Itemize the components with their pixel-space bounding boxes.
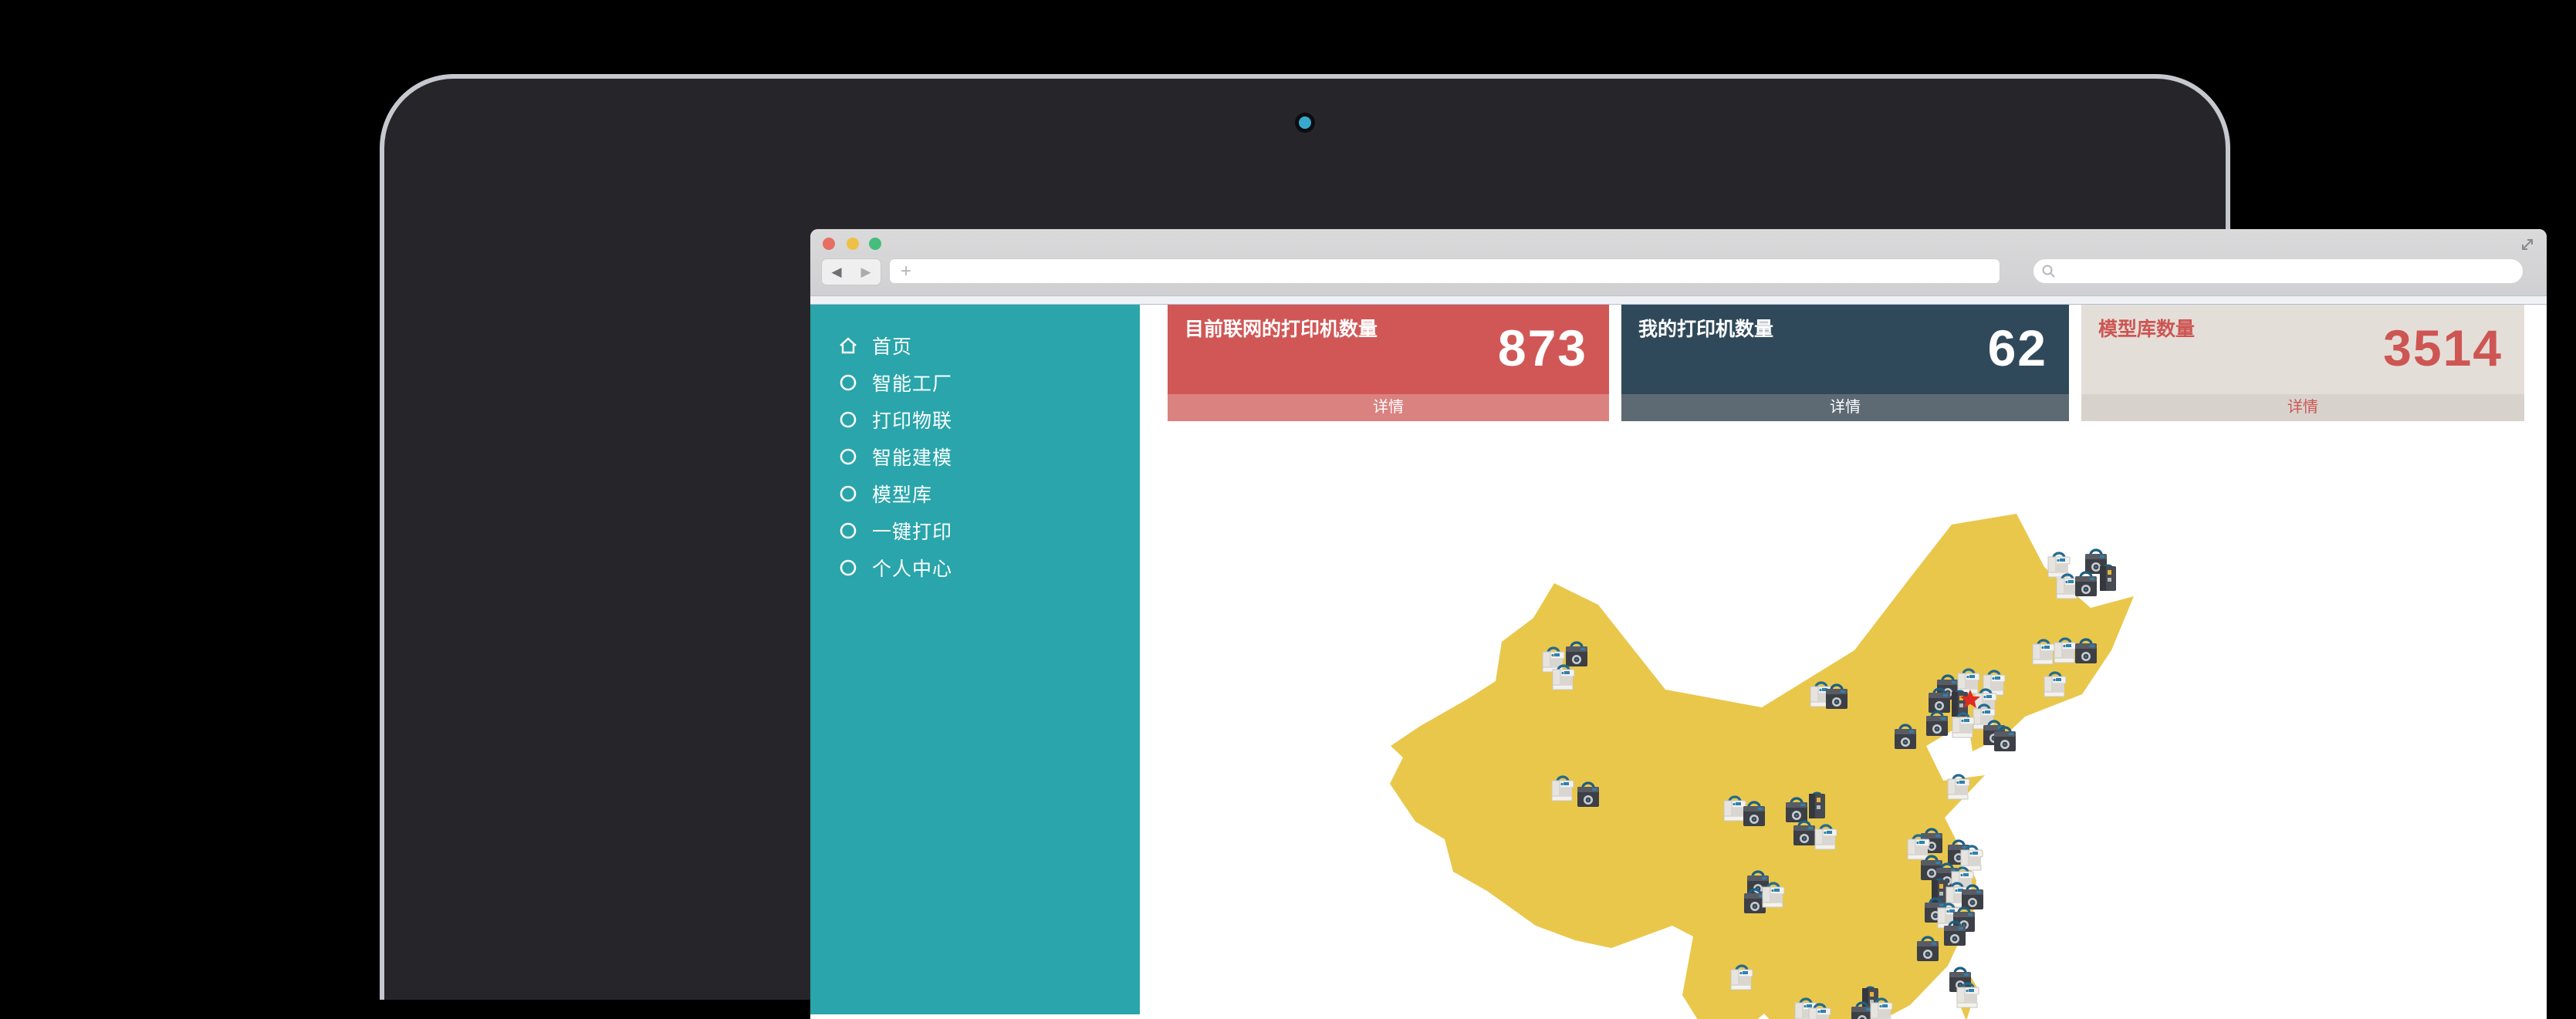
sidebar-item-label: 模型库 xyxy=(872,484,933,506)
address-bar[interactable]: + xyxy=(889,258,2000,284)
printer-marker-icon[interactable] xyxy=(1951,712,1976,739)
minimize-window-button[interactable] xyxy=(847,238,859,250)
stat-card-details-link[interactable]: 详情 xyxy=(1168,394,1609,421)
sidebar-item-modeling[interactable]: 智能建模 xyxy=(838,441,952,472)
printer-marker-icon[interactable] xyxy=(2098,564,2118,592)
printer-marker-icon[interactable] xyxy=(1550,775,1575,802)
stat-card-value: 62 xyxy=(1987,319,2047,376)
nav-buttons: ◀ ▶ xyxy=(821,258,881,285)
printer-marker-icon[interactable] xyxy=(1959,845,1984,872)
stat-card-title: 模型库数量 xyxy=(2098,319,2196,340)
sidebar-item-label: 智能建模 xyxy=(872,447,953,469)
stat-card-model-library: 模型库数量 3514 详情 xyxy=(2081,305,2524,421)
printer-marker-icon[interactable] xyxy=(1956,668,1981,695)
stat-card-details-link[interactable]: 详情 xyxy=(2081,394,2524,421)
printer-marker-icon[interactable] xyxy=(2047,552,2071,579)
printer-marker-icon[interactable] xyxy=(1722,795,1747,822)
stat-card-title: 我的打印机数量 xyxy=(1638,319,1774,340)
close-window-button[interactable] xyxy=(823,238,835,250)
stat-card-title: 目前联网的打印机数量 xyxy=(1185,319,1378,340)
laptop-frame: ◀ ▶ + xyxy=(380,74,2547,1019)
sidebar-item-label: 首页 xyxy=(872,336,913,358)
browser-window: ◀ ▶ + xyxy=(810,229,2547,1019)
printer-marker-icon[interactable] xyxy=(1761,882,1786,909)
stat-card-value: 873 xyxy=(1497,319,1587,376)
sidebar-item-oneclick[interactable]: 一键打印 xyxy=(838,515,952,546)
stat-card-my-printers: 我的打印机数量 62 详情 xyxy=(1621,305,2069,421)
printer-marker-icon[interactable] xyxy=(1906,834,1931,861)
circle-icon xyxy=(838,447,858,467)
printer-marker-icon[interactable] xyxy=(1956,982,1980,1009)
laptop-bezel: ◀ ▶ + xyxy=(384,79,2547,1019)
sidebar-item-home[interactable]: 首页 xyxy=(838,330,912,361)
stat-card-value: 3514 xyxy=(2383,319,2503,376)
sidebar-item-factory[interactable]: 智能工厂 xyxy=(838,367,952,398)
circle-icon xyxy=(838,373,858,393)
sidebar-item-label: 打印物联 xyxy=(872,410,953,432)
printer-marker-icon[interactable] xyxy=(1946,774,1971,801)
circle-icon xyxy=(838,410,858,430)
circle-icon xyxy=(838,558,858,578)
fullscreen-icon[interactable] xyxy=(2519,236,2536,253)
china-map xyxy=(1390,514,2134,1019)
printer-marker-icon[interactable] xyxy=(2043,671,2067,698)
search-input[interactable] xyxy=(2033,258,2524,284)
dashboard-page: 首页智能工厂打印物联智能建模模型库一键打印个人中心 目前联网的打印机数量 873 详… xyxy=(810,305,2547,1019)
browser-toolbar: ◀ ▶ + xyxy=(810,229,2547,296)
webcam xyxy=(1295,113,1315,133)
printer-marker-icon[interactable] xyxy=(1807,791,1827,820)
sidebar-item-profile[interactable]: 个人中心 xyxy=(838,552,952,583)
printer-marker-icon[interactable] xyxy=(2031,639,2056,666)
printer-marker-icon[interactable] xyxy=(2053,637,2077,664)
sidebar-item-iot[interactable]: 打印物联 xyxy=(838,404,952,435)
sidebar-item-label: 智能工厂 xyxy=(872,373,953,395)
circle-icon xyxy=(838,484,858,504)
zoom-window-button[interactable] xyxy=(869,238,881,250)
home-icon xyxy=(838,336,858,356)
stat-card-details-link[interactable]: 详情 xyxy=(1621,394,2069,421)
printer-marker-icon[interactable] xyxy=(1541,646,1566,673)
back-button[interactable]: ◀ xyxy=(831,265,842,279)
new-tab-icon: + xyxy=(901,260,912,282)
circle-icon xyxy=(838,521,858,541)
sidebar-item-label: 一键打印 xyxy=(872,521,953,543)
search-icon xyxy=(2042,265,2055,278)
toolbar-divider xyxy=(810,296,2547,305)
printer-marker-icon[interactable] xyxy=(2074,571,2098,598)
stat-card-online-printers: 目前联网的打印机数量 873 详情 xyxy=(1168,305,1609,421)
forward-button[interactable]: ▶ xyxy=(860,265,871,279)
printer-marker-icon[interactable] xyxy=(1982,670,2006,697)
printer-marker-icon[interactable] xyxy=(1729,964,1754,991)
printer-marker-icon[interactable] xyxy=(2055,573,2080,600)
printer-marker-icon[interactable] xyxy=(1551,664,1576,691)
printer-marker-icon[interactable] xyxy=(1814,824,1838,851)
sidebar-nav: 首页智能工厂打印物联智能建模模型库一键打印个人中心 xyxy=(810,305,1140,1014)
sidebar-item-library[interactable]: 模型库 xyxy=(838,478,932,509)
sidebar-item-label: 个人中心 xyxy=(872,558,953,580)
